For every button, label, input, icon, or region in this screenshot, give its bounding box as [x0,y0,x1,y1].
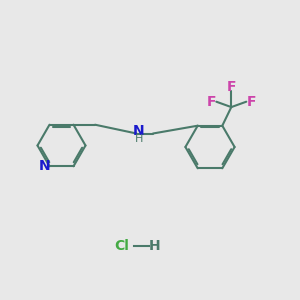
Text: F: F [226,80,236,94]
Text: F: F [246,95,256,109]
Text: H: H [135,134,144,144]
Text: H: H [149,239,160,253]
Text: N: N [38,159,50,173]
Text: N: N [133,124,145,137]
Text: F: F [207,95,216,109]
Text: Cl: Cl [114,239,129,253]
